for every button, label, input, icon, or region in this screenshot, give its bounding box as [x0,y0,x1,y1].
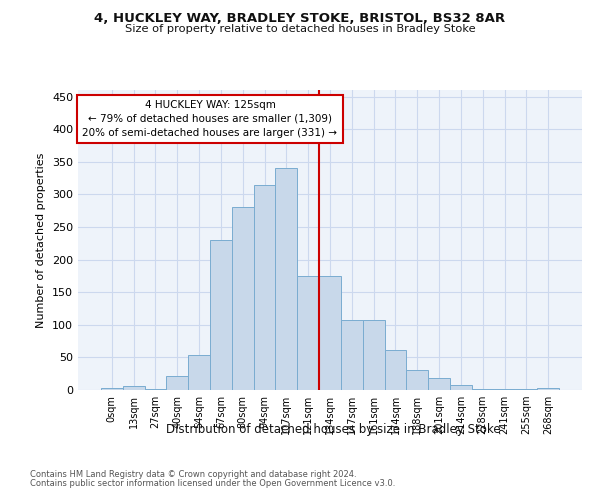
Text: 4, HUCKLEY WAY, BRADLEY STOKE, BRISTOL, BS32 8AR: 4, HUCKLEY WAY, BRADLEY STOKE, BRISTOL, … [94,12,506,26]
Bar [232,208,254,390]
Bar [341,320,363,390]
Bar [406,370,428,390]
Bar [472,388,494,390]
Bar [537,388,559,390]
Bar [385,350,406,390]
Text: Contains HM Land Registry data © Crown copyright and database right 2024.: Contains HM Land Registry data © Crown c… [30,470,356,479]
Text: Size of property relative to detached houses in Bradley Stoke: Size of property relative to detached ho… [125,24,475,34]
Bar [428,378,450,390]
Text: 4 HUCKLEY WAY: 125sqm
← 79% of detached houses are smaller (1,309)
20% of semi-d: 4 HUCKLEY WAY: 125sqm ← 79% of detached … [83,100,337,138]
Bar [123,386,145,390]
Bar [254,184,275,390]
Text: Distribution of detached houses by size in Bradley Stoke: Distribution of detached houses by size … [166,422,500,436]
Bar [188,356,210,390]
Bar [275,168,297,390]
Bar [450,385,472,390]
Bar [166,376,188,390]
Bar [319,276,341,390]
Bar [210,240,232,390]
Bar [297,276,319,390]
Y-axis label: Number of detached properties: Number of detached properties [37,152,46,328]
Bar [145,388,166,390]
Bar [363,320,385,390]
Bar [101,388,123,390]
Text: Contains public sector information licensed under the Open Government Licence v3: Contains public sector information licen… [30,479,395,488]
